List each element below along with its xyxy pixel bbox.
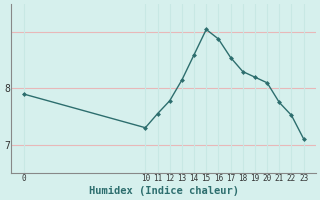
X-axis label: Humidex (Indice chaleur): Humidex (Indice chaleur) (89, 186, 239, 196)
